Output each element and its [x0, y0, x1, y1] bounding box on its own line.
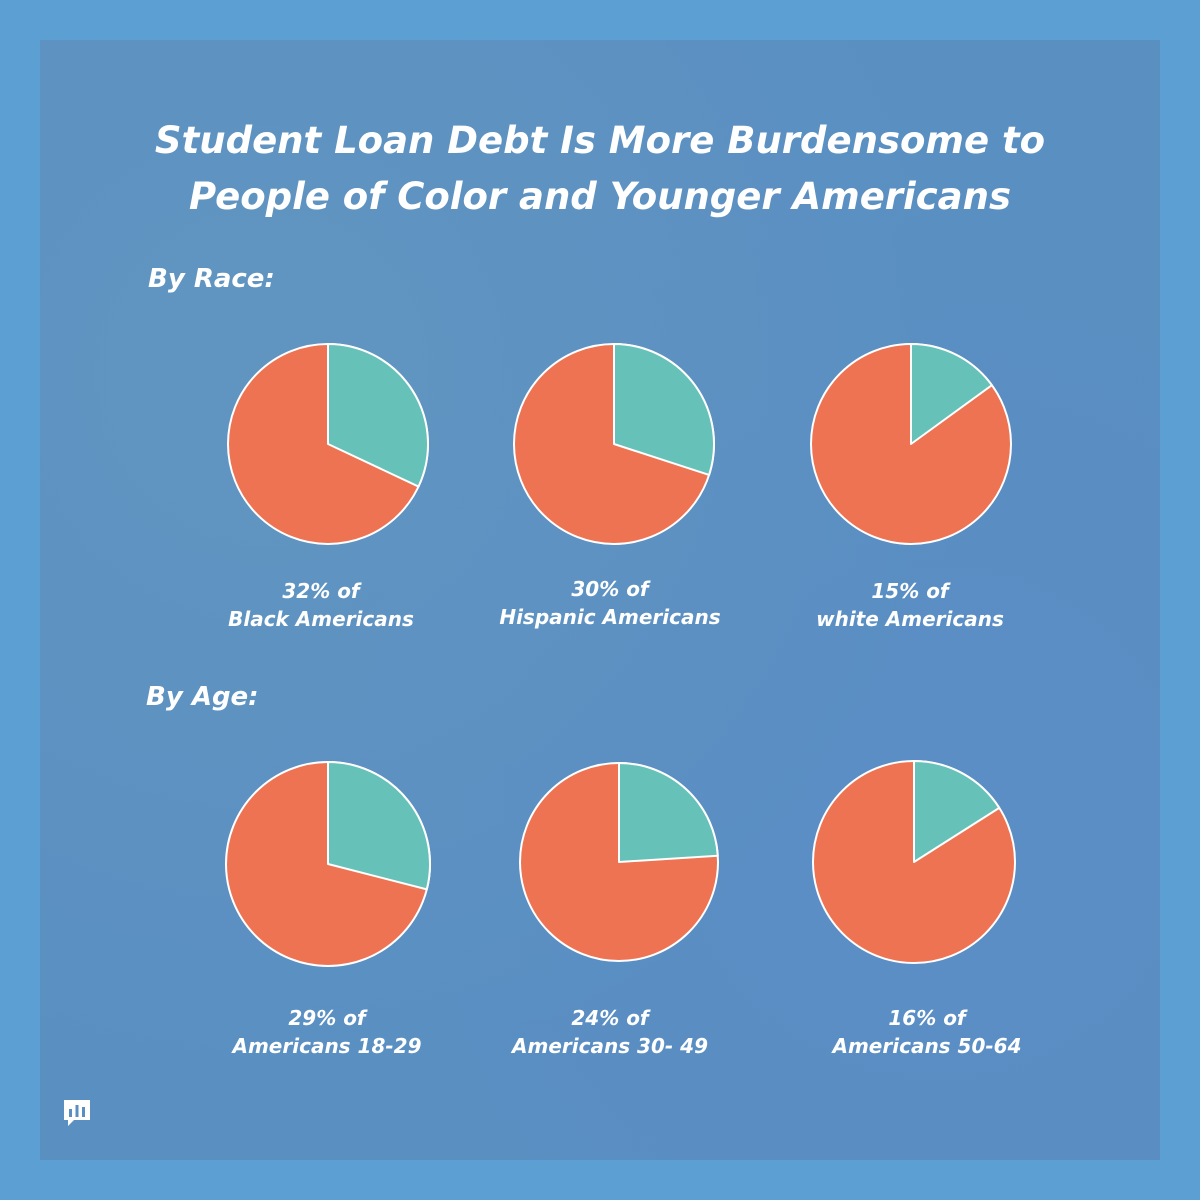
- title-line-1: Student Loan Debt Is More Burdensome to: [154, 119, 1046, 162]
- pie-slice-value: [327, 761, 431, 891]
- pie-slice-value: [910, 343, 993, 445]
- caption-value: 30% of: [571, 577, 649, 601]
- caption-age-18-29: 29% of Americans 18-29: [177, 1004, 477, 1060]
- pie-slice-value: [327, 343, 429, 488]
- caption-group: Americans 18-29: [232, 1034, 422, 1058]
- caption-group: Black Americans: [228, 607, 414, 631]
- caption-value: 15% of: [871, 579, 949, 603]
- caption-age-30-49: 24% of Americans 30- 49: [460, 1004, 760, 1060]
- pie-slice-value: [913, 760, 1001, 863]
- pie-chart: [225, 761, 431, 967]
- caption-value: 16% of: [888, 1006, 966, 1030]
- pie-chart: [519, 762, 719, 962]
- title-line-2: People of Color and Younger Americans: [189, 175, 1011, 218]
- caption-value: 32% of: [282, 579, 360, 603]
- section-label-age: By Age:: [146, 682, 259, 712]
- caption-value: 29% of: [288, 1006, 366, 1030]
- caption-group: white Americans: [816, 607, 1004, 631]
- caption-group: Hispanic Americans: [499, 605, 721, 629]
- infographic-panel: [40, 40, 1160, 1160]
- bar-chart-speech-bubble-icon: [64, 1100, 90, 1126]
- pie-slice-value: [613, 343, 715, 476]
- pie-chart: [812, 760, 1016, 964]
- page-title: Student Loan Debt Is More Burdensome to …: [0, 113, 1200, 225]
- caption-group: Americans 30- 49: [512, 1034, 708, 1058]
- caption-value: 24% of: [571, 1006, 649, 1030]
- pie-chart: [513, 343, 715, 545]
- section-label-race: By Race:: [148, 264, 275, 294]
- pie-chart: [810, 343, 1012, 545]
- pie-chart: [227, 343, 429, 545]
- caption-age-50-64: 16% of Americans 50-64: [777, 1004, 1077, 1060]
- caption-hispanic: 30% of Hispanic Americans: [460, 575, 760, 631]
- caption-black: 32% of Black Americans: [171, 577, 471, 633]
- pie-slice-value: [618, 762, 719, 863]
- caption-white: 15% of white Americans: [760, 577, 1060, 633]
- caption-group: Americans 50-64: [832, 1034, 1022, 1058]
